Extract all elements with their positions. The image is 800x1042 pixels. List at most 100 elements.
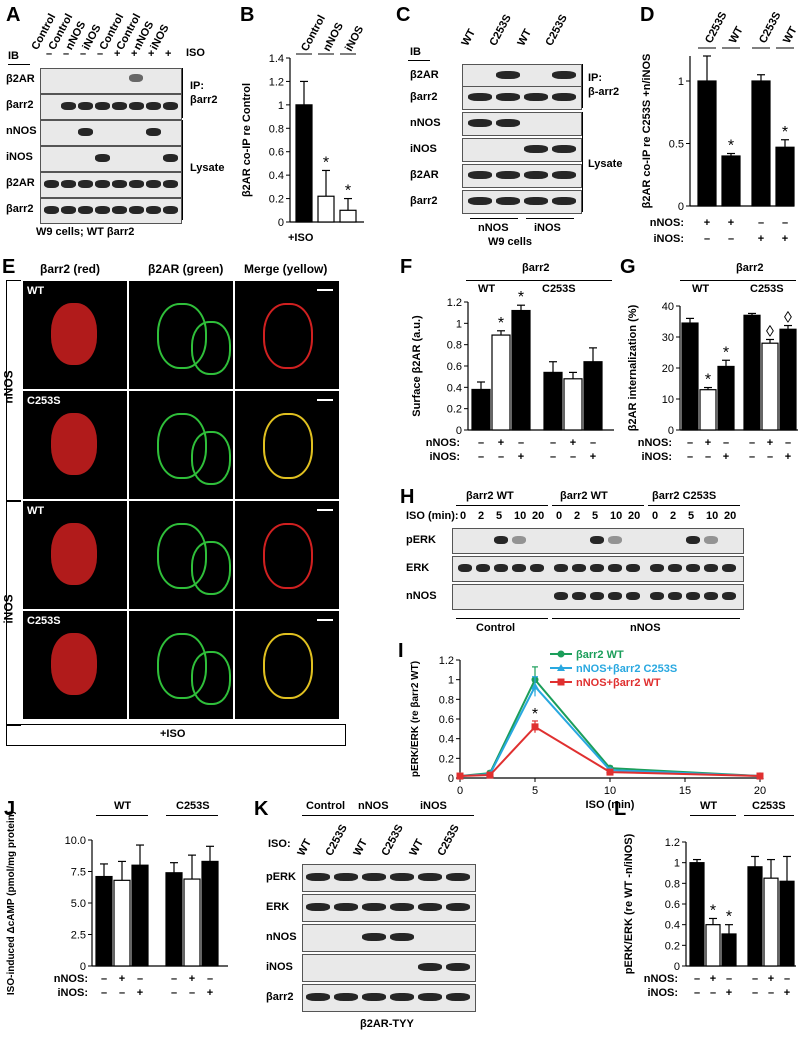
series-point (606, 768, 614, 776)
series-point (486, 771, 494, 779)
inos-sign: – (768, 987, 774, 999)
nnos-sign: – (758, 217, 764, 229)
nnos-sign-label: nNOS: (54, 973, 88, 985)
y-tick-label: 0 (80, 961, 86, 973)
panel-l-c253s: C253S (752, 800, 786, 812)
nnos-sign: – (694, 973, 700, 985)
panel-k-row-label: pERK (266, 871, 296, 883)
panel-h-band (686, 564, 700, 572)
panel-k-band (418, 903, 442, 911)
panel-a-iso-sign: + (165, 48, 172, 60)
panel-h-timepoint: 0 (556, 510, 563, 522)
bar (295, 104, 313, 223)
panel-c-group-inos: iNOS (534, 222, 561, 234)
bar (201, 860, 219, 967)
panel-k-blot-strip (302, 894, 476, 922)
category-label: nNOS (321, 21, 346, 54)
panel-h-band (554, 564, 568, 572)
significance-mark: ◊ (766, 323, 774, 340)
cell-outline (191, 321, 231, 375)
panel-k-band (418, 873, 442, 881)
significance-mark: * (782, 124, 788, 141)
x-tick-label: 20 (754, 785, 766, 797)
panel-h-band (608, 536, 622, 544)
inos-sign: – (694, 987, 700, 999)
significance-mark: * (532, 706, 538, 723)
nnos-sign: – (518, 437, 524, 449)
bar (705, 924, 721, 967)
panel-g-c253s: C253S (750, 283, 784, 295)
inos-sign-label: iNOS: (653, 233, 684, 245)
panel-c-band (552, 145, 576, 153)
micrograph-tile (128, 390, 234, 500)
micrograph-tile (128, 280, 234, 390)
y-tick-label: 1.2 (269, 76, 284, 88)
chart-i: 0 0.2 0.4 0.6 0.8 1 1.2 0 5 10 15 20 ISO (min) pERK/E… (410, 649, 766, 811)
panel-c-band (496, 71, 520, 79)
category-label: C253S (757, 10, 783, 45)
panel-c-row-label: βarr2 (410, 91, 438, 103)
scale-bar (317, 509, 333, 511)
bar (779, 880, 795, 967)
y-tick-label: 1 (678, 76, 684, 88)
inos-sign: – (687, 451, 693, 463)
significance-mark: * (723, 344, 729, 361)
nnos-sign: + (189, 973, 195, 985)
significance-mark: * (726, 909, 732, 926)
y-tick-label: 1 (448, 675, 454, 687)
nnos-sign-label: nNOS: (650, 217, 684, 229)
bar (339, 209, 357, 223)
micrograph-tile (234, 500, 340, 610)
panel-e-col-merge: Merge (yellow) (244, 262, 328, 276)
panel-a-band (129, 74, 143, 82)
nnos-sign: – (687, 437, 693, 449)
x-axis-label: ISO (min) (586, 799, 635, 811)
panel-a-band (146, 180, 161, 188)
bar (471, 388, 491, 431)
panel-c-band (496, 171, 520, 179)
panel-a-band (95, 102, 110, 110)
nnos-sign: – (752, 973, 758, 985)
inos-sign: – (710, 987, 716, 999)
panel-c-group-nnos: nNOS (478, 222, 509, 234)
panel-e-col-green: β2AR (green) (148, 262, 224, 276)
bar (763, 877, 779, 967)
bar (721, 933, 737, 967)
panel-h-band (704, 592, 718, 600)
bar (491, 334, 511, 431)
panel-a-band (112, 102, 127, 110)
significance-mark: * (705, 372, 711, 389)
panel-h-band (626, 564, 640, 572)
inos-sign: – (550, 451, 556, 463)
panel-k-band (334, 873, 358, 881)
cell-outline (263, 523, 313, 589)
inos-sign: + (137, 987, 143, 999)
panel-k-band (446, 873, 470, 881)
micrograph-tile (234, 610, 340, 720)
chart-l: 0 0.2 0.4 0.6 0.8 1 1.2 pERK/ERK (re WT -n/iNOS… (623, 833, 796, 999)
panel-c-band (552, 171, 576, 179)
cell-outline (191, 651, 231, 705)
inos-sign: + (518, 451, 524, 463)
inos-sign: – (119, 987, 125, 999)
panel-j-c253s: C253S (176, 800, 210, 812)
y-axis-label: pERK/ERK (re βarr2 WT) (410, 661, 421, 777)
panel-a-iso-sign: – (46, 48, 53, 60)
nnos-sign: – (726, 973, 732, 985)
legend-label: βarr2 WT (576, 649, 624, 661)
panel-c-blot-strip (462, 64, 582, 88)
nnos-sign: – (749, 437, 755, 449)
nnos-sign: + (705, 437, 711, 449)
panel-k-band (334, 993, 358, 1001)
panel-c-band (552, 93, 576, 101)
panel-c-ip-label: IP: (588, 72, 603, 84)
panel-c-lane-label: WT (459, 27, 479, 48)
bar (779, 328, 797, 431)
panel-h-timepoint: 20 (628, 510, 641, 522)
panel-h-timepoint: 20 (532, 510, 545, 522)
panel-h-group-1: βarr2 WT (466, 490, 514, 502)
cell-outline (51, 303, 97, 365)
nnos-sign-label: nNOS: (638, 437, 672, 449)
micrograph-tile: WT (22, 280, 128, 390)
